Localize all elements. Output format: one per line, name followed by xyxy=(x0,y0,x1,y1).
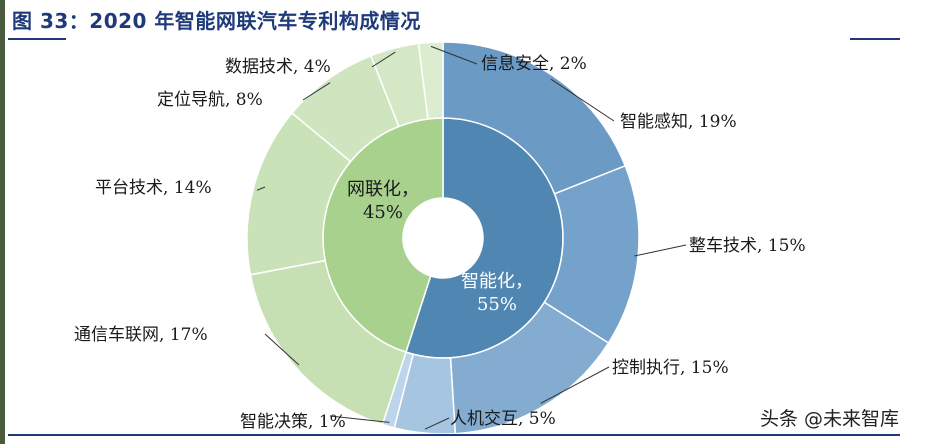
watermark: 头条 @未来智库 xyxy=(760,408,900,430)
outer-slice-0 xyxy=(442,41,627,195)
outer-label-6: 平台技术, 14% xyxy=(95,178,212,198)
bottom-rule xyxy=(8,434,900,436)
leader-line-2 xyxy=(540,366,610,404)
leader-line-9 xyxy=(430,45,478,65)
leader-line-8 xyxy=(371,51,396,68)
leader-line-4 xyxy=(329,415,390,423)
title-rule-right xyxy=(850,38,900,40)
donut-hole xyxy=(403,198,483,278)
outer-label-5: 通信车联网, 17% xyxy=(74,325,208,345)
outer-label-7: 定位导航, 8% xyxy=(157,90,263,110)
figure-title: 图 33：2020 年智能网联汽车专利构成情况 xyxy=(12,9,421,33)
outer-slice-9 xyxy=(417,41,444,120)
inner-label-name: 网联化， xyxy=(347,179,419,200)
leader-line-6 xyxy=(256,186,266,191)
outer-label-3: 人机交互, 5% xyxy=(450,409,556,429)
leader-line-0 xyxy=(550,78,615,122)
inner-label-name: 智能化， xyxy=(461,271,533,292)
outer-label-9: 信息安全, 2% xyxy=(481,54,587,74)
inner-label-value: 55% xyxy=(477,294,517,315)
outer-label-2: 控制执行, 15% xyxy=(612,358,729,378)
outer-label-8: 数据技术, 4% xyxy=(225,57,331,77)
leader-line-5 xyxy=(264,333,300,366)
inner-label-value: 45% xyxy=(363,202,403,223)
leader-line-3 xyxy=(424,417,450,430)
outer-label-4: 智能决策, 1% xyxy=(240,412,346,432)
leader-line-7 xyxy=(302,82,331,101)
outer-label-1: 整车技术, 15% xyxy=(689,236,806,256)
leader-line-1 xyxy=(634,244,687,257)
title-underline xyxy=(8,38,66,40)
outer-label-0: 智能感知, 19% xyxy=(620,112,737,132)
left-edge-strip xyxy=(0,0,5,444)
